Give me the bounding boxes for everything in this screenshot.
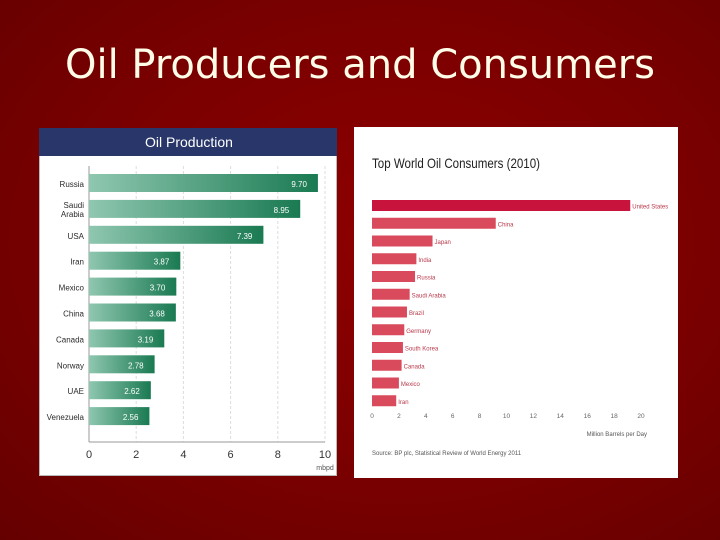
bar [89,329,165,348]
category-label: Mexico [59,284,85,293]
bar [372,288,410,300]
tick-label: 0 [370,413,374,420]
axis-label: mbpd [316,465,334,472]
bar [89,225,264,244]
bar [372,306,407,318]
slide-title: Oil Producers and Consumers [65,42,655,88]
category-label: Iran [70,258,84,267]
bar [372,235,433,247]
bar [372,200,631,211]
bar-label: Japan [435,240,451,246]
bar-label: India [418,258,432,264]
bar [372,377,399,389]
tick-label: 6 [228,449,234,461]
bar [372,359,402,371]
bar-label: United States [632,205,668,211]
tick-label: 2 [397,413,401,420]
data-label: 2.78 [128,361,144,370]
bar [89,303,176,322]
bar-label: Iran [398,400,408,406]
source-note: Source: BP plc, Statistical Review of Wo… [372,451,522,457]
category-label: Saudi [64,201,85,210]
bar [372,253,417,265]
chart-title: Top World Oil Consumers (2010) [372,155,540,171]
oil-consumers-chart: Top World Oil Consumers (2010) United Sta… [354,127,678,478]
data-label: 3.87 [154,258,170,267]
tick-label: 2 [133,449,139,461]
data-label: 7.39 [237,232,253,241]
bar-label: Russia [417,276,436,282]
category-label: Venezuela [47,413,85,422]
bar [89,277,177,296]
tick-label: 14 [557,413,565,420]
tick-label: 20 [637,413,645,420]
data-label: 3.19 [138,335,154,344]
bar-label: Saudi Arabia [412,293,447,299]
oil-production-header: Oil Production [39,128,337,156]
data-label: 9.70 [291,180,307,189]
bar [89,407,150,426]
data-label: 8.95 [274,206,290,215]
bar-label: Germany [406,329,431,335]
bar [372,271,416,282]
bar [89,355,155,374]
bar [372,217,496,229]
tick-label: 6 [451,413,455,420]
bar-label: Canada [404,364,426,370]
oil-production-chart: Oil Production 9.70 Russia 8.95 Saudi Arabia… [39,128,337,476]
category-label: USA [68,232,85,241]
bar [372,395,397,407]
tick-label: 16 [584,413,592,420]
bar [89,174,318,192]
tick-label: 12 [530,413,538,420]
tick-label: 10 [319,449,331,461]
bar-label: South Korea [405,347,439,353]
bar-label: China [498,222,514,228]
data-label: 3.70 [150,284,166,293]
tick-label: 10 [503,413,511,420]
data-label: 2.62 [124,387,140,396]
tick-label: 8 [275,449,281,461]
data-label: 3.68 [149,310,165,319]
bar [372,324,405,336]
category-label: Arabia [61,210,85,219]
bar [89,199,301,218]
bar-label: Brazil [409,311,424,317]
category-label: Norway [57,361,84,370]
category-label: China [63,310,84,319]
category-label: Canada [56,335,85,344]
tick-label: 18 [610,413,618,420]
category-label: Russia [60,180,85,189]
oil-production-title: Oil Production [145,134,233,150]
data-label: 2.56 [123,413,139,422]
tick-label: 8 [478,413,482,420]
category-label: UAE [68,387,84,396]
tick-label: 4 [180,449,186,461]
bar-label: Mexico [401,382,421,388]
bar [89,381,151,400]
tick-label: 4 [424,413,428,420]
bar [372,342,403,353]
axis-label: Million Barrels per Day [587,432,647,438]
bar [89,251,181,270]
tick-label: 0 [86,449,92,461]
consumers-chart-svg: Top World Oil Consumers (2010) United Sta… [370,155,668,457]
